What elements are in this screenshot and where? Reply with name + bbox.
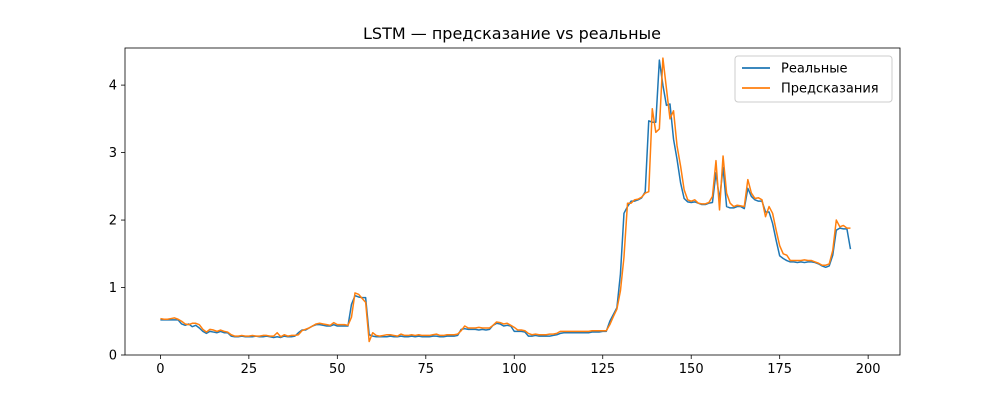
axes: 0 25 50 75 100 125 150 175 200 0 1 2 3 4 bbox=[109, 47, 901, 377]
y-tick-label: 0 bbox=[109, 349, 117, 364]
x-tick-label: 100 bbox=[502, 362, 527, 377]
legend-label: Реальные bbox=[781, 62, 848, 77]
y-tick-label: 1 bbox=[109, 281, 117, 296]
y-tick-label: 3 bbox=[109, 146, 117, 161]
x-tick-label: 175 bbox=[767, 362, 792, 377]
legend-box bbox=[734, 55, 893, 103]
x-tick-label: 200 bbox=[856, 362, 881, 377]
plot-area bbox=[160, 57, 852, 343]
x-tick-label: 0 bbox=[156, 362, 164, 377]
chart-title: LSTM — предсказание vs реальные bbox=[363, 24, 661, 43]
y-tick-label: 2 bbox=[109, 214, 117, 229]
y-tick-label: 4 bbox=[109, 79, 117, 94]
legend-label: Предсказания bbox=[781, 82, 879, 97]
series-line-2 bbox=[160, 57, 851, 343]
x-tick-label: 150 bbox=[679, 362, 704, 377]
x-tick-label: 25 bbox=[241, 362, 258, 377]
x-tick-label: 75 bbox=[418, 362, 435, 377]
axes-frame bbox=[124, 47, 901, 356]
x-tick-label: 125 bbox=[590, 362, 615, 377]
x-tick-label: 50 bbox=[329, 362, 346, 377]
series-line-1 bbox=[160, 59, 852, 339]
legend: Реальные Предсказания bbox=[734, 55, 893, 103]
